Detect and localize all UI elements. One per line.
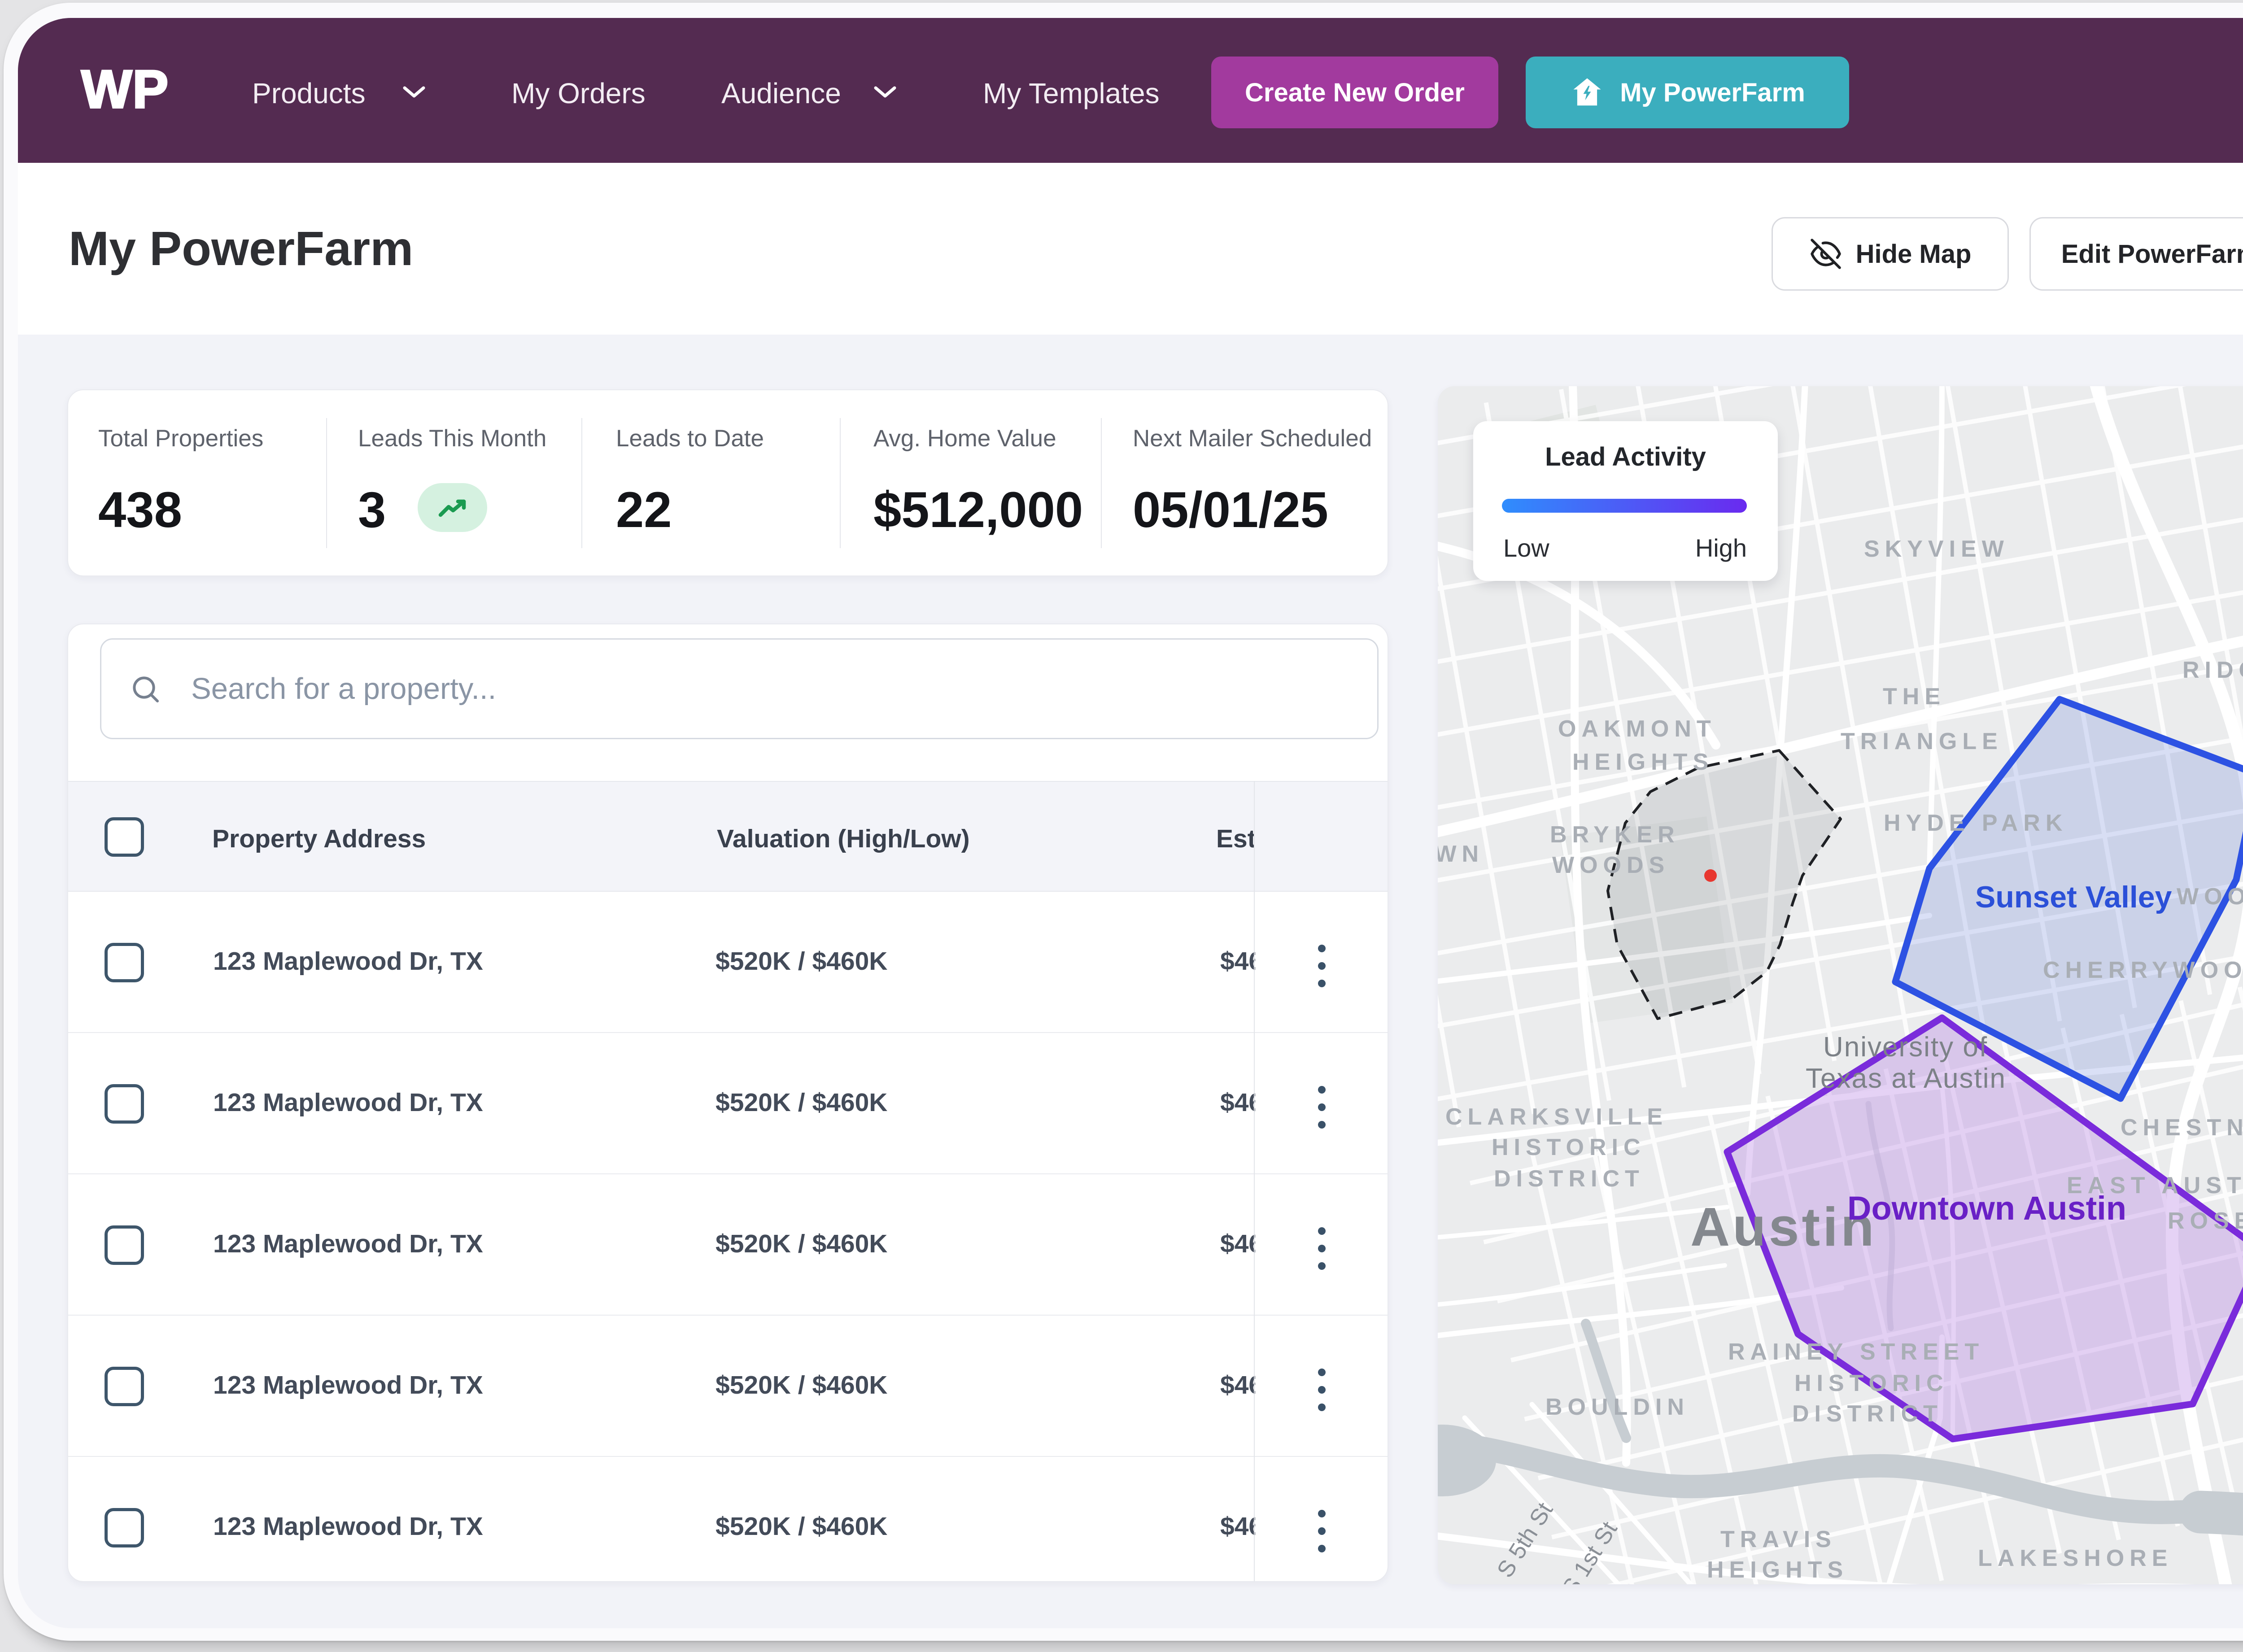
svg-text:CHERRYWOOD: CHERRYWOOD — [2043, 957, 2243, 983]
svg-text:OWN: OWN — [1438, 841, 1484, 867]
svg-text:Downtown Austin: Downtown Austin — [1847, 1190, 2126, 1227]
svg-text:DISTRICT: DISTRICT — [1494, 1166, 1645, 1192]
svg-text:Austin: Austin — [1690, 1196, 1877, 1257]
svg-text:WOODS: WOODS — [1552, 852, 1670, 878]
svg-text:HEIGHTS: HEIGHTS — [1707, 1557, 1848, 1583]
svg-text:OAKMONT: OAKMONT — [1558, 716, 1716, 742]
svg-text:BOULDIN: BOULDIN — [1545, 1394, 1689, 1420]
svg-text:WOOD: WOOD — [2177, 884, 2243, 910]
svg-text:Texas at Austin: Texas at Austin — [1806, 1063, 2006, 1094]
svg-text:DISTRICT: DISTRICT — [1792, 1401, 1943, 1427]
svg-text:LAKESHORE: LAKESHORE — [1978, 1545, 2173, 1571]
svg-text:University of: University of — [1823, 1032, 1988, 1063]
svg-text:CHESTNUT: CHESTNUT — [2121, 1115, 2243, 1141]
svg-text:SKYVIEW: SKYVIEW — [1864, 536, 2009, 562]
svg-text:EAST AUSTIN: EAST AUSTIN — [2067, 1173, 2243, 1199]
svg-text:ROSEWOOD: ROSEWOOD — [2168, 1208, 2243, 1234]
svg-text:BRYKER: BRYKER — [1550, 822, 1680, 848]
svg-text:Sunset Valley: Sunset Valley — [1975, 880, 2172, 914]
svg-text:HISTORIC: HISTORIC — [1794, 1370, 1949, 1396]
svg-text:HEIGHTS: HEIGHTS — [1572, 749, 1714, 775]
svg-text:TRIANGLE: TRIANGLE — [1841, 728, 2003, 754]
svg-text:RAINEY STREET: RAINEY STREET — [1728, 1339, 1984, 1365]
svg-text:RIDGE TOP: RIDGE TOP — [2182, 657, 2243, 683]
svg-text:TRAVIS: TRAVIS — [1720, 1526, 1837, 1552]
svg-text:HYDE PARK: HYDE PARK — [1884, 810, 2068, 836]
svg-text:HISTORIC: HISTORIC — [1492, 1134, 1646, 1160]
svg-text:THE: THE — [1883, 684, 1946, 710]
svg-text:CLARKSVILLE: CLARKSVILLE — [1445, 1104, 1668, 1130]
